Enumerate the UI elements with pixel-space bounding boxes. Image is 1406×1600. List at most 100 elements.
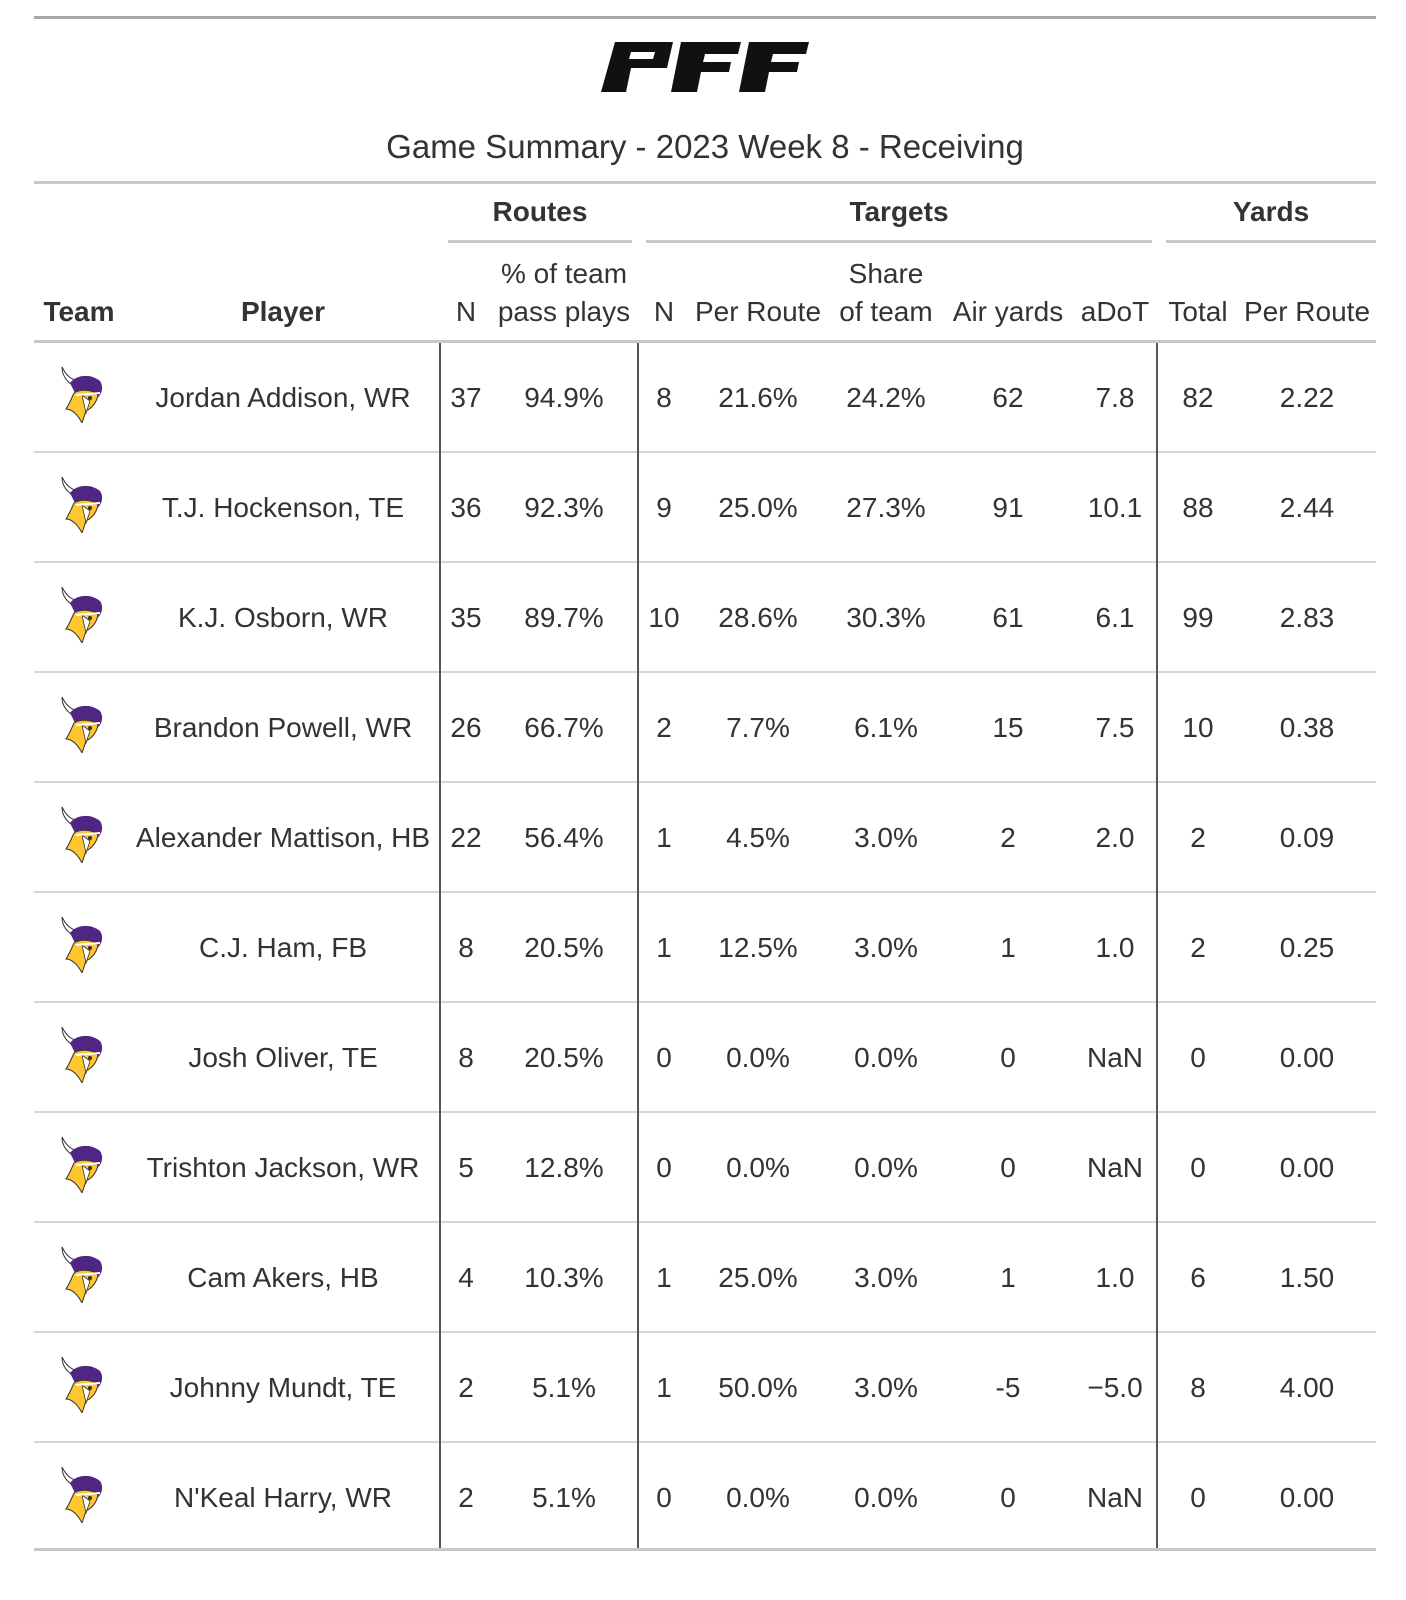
cell-player: C.J. Ham, FB xyxy=(198,932,367,963)
divider-targets-yards xyxy=(1156,343,1158,1549)
cell-yards-total: 0 xyxy=(1190,1152,1206,1183)
cell-yards-per-route: 2.22 xyxy=(1279,382,1335,413)
divider-routes-targets xyxy=(637,343,639,1549)
cell-targets-per-route: 28.6% xyxy=(718,602,798,633)
cell-targets-share: 6.1% xyxy=(854,712,918,743)
cell-targets-per-route: 0.0% xyxy=(726,1152,790,1183)
header-routes-pct-line2: pass plays xyxy=(497,296,631,327)
cell-air-yards: 1 xyxy=(1000,1262,1016,1293)
table-row: Jordan Addison, WR 37 94.9% 8 21.6% 24.2% 62 7.… xyxy=(34,343,1376,453)
header-yards-per-route: Per Route xyxy=(1243,296,1371,327)
table-row: Brandon Powell, WR 26 66.7% 2 7.7% 6.1% 15 7.5 1… xyxy=(34,673,1376,783)
cell-targets-n: 0 xyxy=(656,1042,672,1073)
cell-targets-share: 3.0% xyxy=(854,932,918,963)
header-targets-per-route: Per Route xyxy=(694,296,822,327)
header-targets-share-line1: Share xyxy=(848,258,924,289)
cell-routes-pct: 20.5% xyxy=(524,1042,604,1073)
cell-yards-per-route: 0.00 xyxy=(1279,1152,1335,1183)
cell-air-yards: 2 xyxy=(1000,822,1016,853)
cell-targets-n: 1 xyxy=(656,822,672,853)
cell-targets-share: 3.0% xyxy=(854,1262,918,1293)
header-targets-share-line2: of team xyxy=(839,296,933,327)
cell-yards-total: 10 xyxy=(1182,712,1214,743)
cell-routes-n: 4 xyxy=(458,1262,474,1293)
cell-targets-share: 0.0% xyxy=(854,1482,918,1513)
vikings-logo-icon xyxy=(61,1136,103,1193)
cell-player: K.J. Osborn, WR xyxy=(177,602,389,633)
cell-yards-total: 99 xyxy=(1182,602,1214,633)
vikings-logo-icon xyxy=(61,916,103,973)
cell-targets-share: 0.0% xyxy=(854,1042,918,1073)
cell-air-yards: 0 xyxy=(1000,1152,1016,1183)
bottom-rule xyxy=(34,1548,1376,1551)
cell-routes-n: 35 xyxy=(450,602,482,633)
table-title: Game Summary - 2023 Week 8 - Receiving xyxy=(386,128,1024,165)
cell-targets-per-route: 25.0% xyxy=(718,492,798,523)
divider-player-routes xyxy=(439,343,441,1549)
group-targets-rule xyxy=(646,240,1152,243)
cell-targets-n: 1 xyxy=(656,932,672,963)
group-yards-rule xyxy=(1166,240,1376,243)
cell-routes-n: 37 xyxy=(450,382,482,413)
table-row: T.J. Hockenson, TE 36 92.3% 9 25.0% 27.3% 91 10… xyxy=(34,453,1376,563)
header-targets-n: N xyxy=(653,296,675,327)
header-rule xyxy=(34,340,1376,343)
cell-routes-pct: 56.4% xyxy=(524,822,604,853)
cell-player: Trishton Jackson, WR xyxy=(146,1152,420,1183)
cell-yards-per-route: 0.00 xyxy=(1279,1482,1335,1513)
cell-routes-n: 26 xyxy=(450,712,482,743)
row-divider xyxy=(34,1001,1376,1003)
cell-adot: NaN xyxy=(1086,1042,1143,1073)
cell-targets-per-route: 12.5% xyxy=(718,932,798,963)
cell-targets-per-route: 4.5% xyxy=(726,822,790,853)
cell-targets-n: 9 xyxy=(656,492,672,523)
table-row: Alexander Mattison, HB 22 56.4% 1 4.5% 3.0% 2 2… xyxy=(34,783,1376,893)
cell-air-yards: 0 xyxy=(1000,1482,1016,1513)
cell-targets-per-route: 7.7% xyxy=(726,712,790,743)
cell-yards-total: 88 xyxy=(1182,492,1214,523)
cell-player: Cam Akers, HB xyxy=(187,1262,379,1293)
cell-player: Brandon Powell, WR xyxy=(153,712,413,743)
cell-routes-pct: 94.9% xyxy=(524,382,604,413)
cell-air-yards: 61 xyxy=(992,602,1024,633)
vikings-logo-icon xyxy=(61,1026,103,1083)
cell-targets-share: 0.0% xyxy=(854,1152,918,1183)
cell-targets-per-route: 0.0% xyxy=(726,1482,790,1513)
cell-adot: 10.1 xyxy=(1087,492,1143,523)
cell-routes-n: 22 xyxy=(450,822,482,853)
cell-routes-n: 5 xyxy=(458,1152,474,1183)
cell-targets-n: 1 xyxy=(656,1262,672,1293)
cell-yards-per-route: 2.44 xyxy=(1279,492,1335,523)
vikings-logo-icon xyxy=(61,806,103,863)
cell-yards-total: 2 xyxy=(1190,932,1206,963)
cell-air-yards: 0 xyxy=(1000,1042,1016,1073)
cell-routes-pct: 20.5% xyxy=(524,932,604,963)
vikings-logo-icon xyxy=(61,1356,103,1413)
cell-adot: 6.1 xyxy=(1095,602,1135,633)
cell-yards-per-route: 0.25 xyxy=(1279,932,1335,963)
cell-player: Johnny Mundt, TE xyxy=(169,1372,397,1403)
cell-yards-total: 2 xyxy=(1190,822,1206,853)
title-rule xyxy=(34,181,1376,184)
cell-air-yards: 91 xyxy=(992,492,1024,523)
cell-targets-n: 0 xyxy=(656,1152,672,1183)
cell-player: T.J. Hockenson, TE xyxy=(161,492,405,523)
cell-routes-pct: 92.3% xyxy=(524,492,604,523)
cell-targets-n: 0 xyxy=(656,1482,672,1513)
cell-targets-per-route: 0.0% xyxy=(726,1042,790,1073)
cell-yards-total: 6 xyxy=(1190,1262,1206,1293)
row-divider xyxy=(34,671,1376,673)
cell-targets-n: 1 xyxy=(656,1372,672,1403)
cell-adot: 7.8 xyxy=(1095,382,1135,413)
cell-yards-per-route: 1.50 xyxy=(1279,1262,1335,1293)
cell-yards-total: 82 xyxy=(1182,382,1214,413)
group-routes-rule xyxy=(448,240,632,243)
vikings-logo-icon xyxy=(61,476,103,533)
cell-routes-pct: 89.7% xyxy=(524,602,604,633)
cell-air-yards: 62 xyxy=(992,382,1024,413)
table-row: Johnny Mundt, TE 2 5.1% 1 50.0% 3.0% -5 −5.0 8 4.… xyxy=(34,1333,1376,1443)
cell-player: N'Keal Harry, WR xyxy=(174,1482,392,1513)
cell-adot: 2.0 xyxy=(1095,822,1135,853)
cell-targets-n: 10 xyxy=(648,602,680,633)
cell-routes-pct: 66.7% xyxy=(524,712,604,743)
